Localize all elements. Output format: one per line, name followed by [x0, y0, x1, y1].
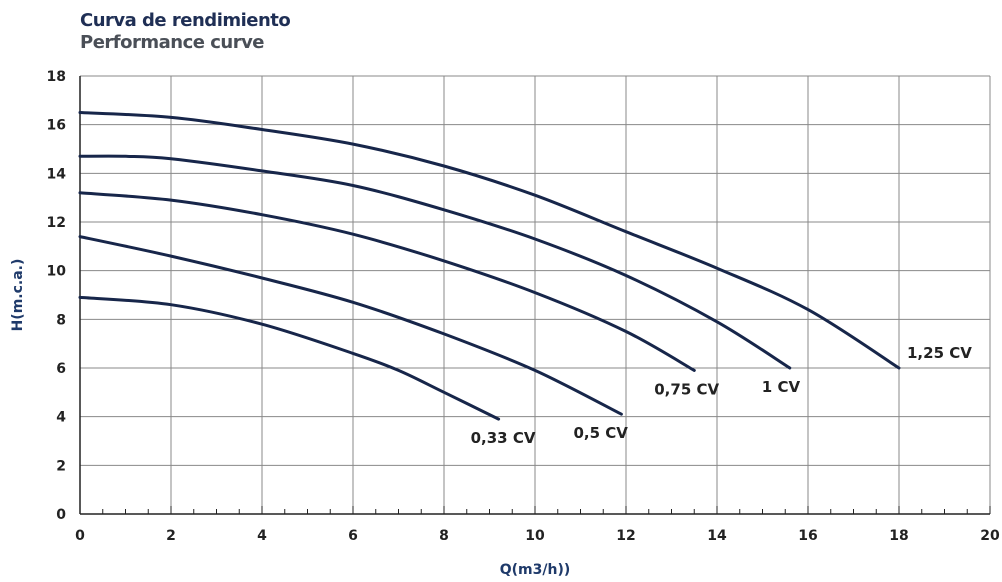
y-axis-label: H(m.c.a.) [10, 259, 26, 332]
chart-title: Curva de rendimiento [80, 10, 291, 31]
series-line [78, 191, 696, 372]
series-line [78, 111, 901, 370]
series-lines [78, 111, 901, 421]
series-line [78, 295, 501, 421]
x-axis-label: Q(m3/h)) [500, 562, 571, 578]
x-tick-label: 16 [798, 528, 817, 544]
series-line [78, 154, 792, 370]
series-label: 0,75 CV [654, 380, 719, 398]
series-label: 1,25 CV [907, 344, 972, 362]
x-tick-label: 8 [439, 528, 449, 544]
y-tick-label: 14 [47, 166, 67, 182]
tick-labels: 0 2 4 6 8 10 12 14 16 18 0 2 4 6 8 10 12 14 16 18 20 [47, 69, 1000, 544]
x-tick-label: 2 [166, 528, 176, 544]
y-tick-label: 2 [56, 458, 66, 474]
axes [79, 76, 991, 515]
y-tick-label: 6 [56, 361, 66, 377]
title-block: Curva de rendimiento Performance curve [80, 10, 291, 54]
y-tick-label: 0 [56, 507, 66, 523]
y-tick-label: 4 [56, 410, 66, 426]
x-tick-label: 4 [257, 528, 267, 544]
series-line [78, 235, 623, 416]
x-tick-label: 0 [75, 528, 85, 544]
series-label: 1 CV [762, 378, 801, 396]
y-tick-label: 18 [47, 69, 66, 85]
series-labels: 0,33 CV 0,5 CV 0,75 CV 1 CV 1,25 CV [471, 344, 973, 447]
chart-subtitle: Performance curve [80, 32, 265, 53]
x-tick-label: 20 [980, 528, 1000, 544]
x-tick-label: 10 [525, 528, 545, 544]
x-tick-label: 12 [616, 528, 635, 544]
y-tick-label: 8 [56, 312, 66, 328]
series-label: 0,33 CV [471, 429, 536, 447]
x-tick-label: 14 [707, 528, 727, 544]
y-tick-label: 12 [47, 215, 66, 231]
grid [80, 75, 991, 514]
x-tick-label: 18 [889, 528, 908, 544]
y-tick-label: 10 [47, 264, 67, 280]
x-tick-label: 6 [348, 528, 358, 544]
series-label: 0,5 CV [573, 424, 628, 442]
y-tick-label: 16 [47, 118, 66, 134]
